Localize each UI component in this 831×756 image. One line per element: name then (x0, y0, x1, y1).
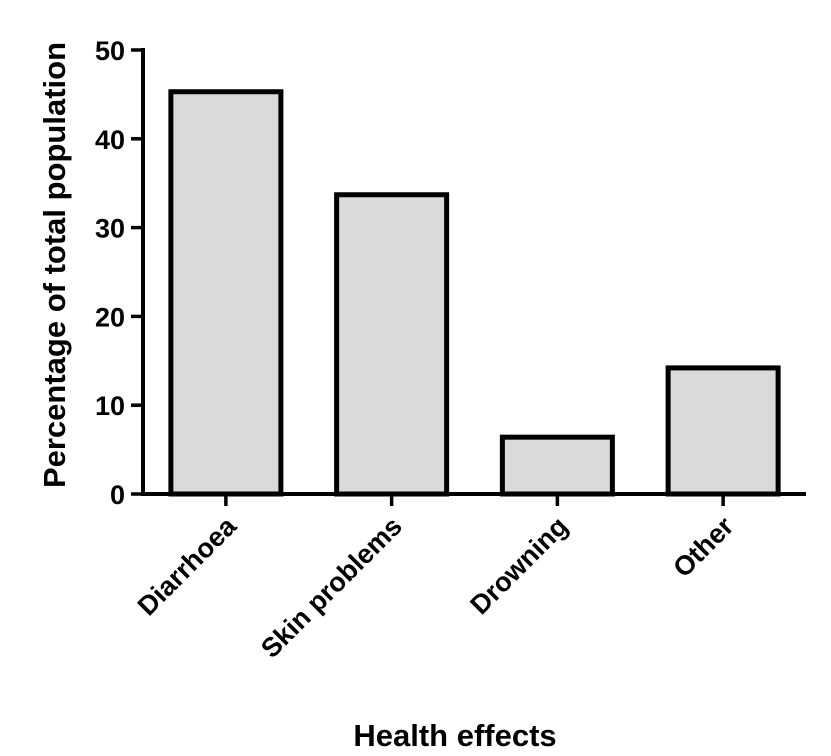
bar-diarrhoea (168, 89, 284, 497)
bar-drowning (499, 434, 615, 497)
y-tick-label: 0 (110, 480, 125, 510)
y-tick-label: 40 (95, 125, 125, 155)
axes-group (141, 48, 806, 496)
bar-other (665, 365, 781, 497)
y-tick-label: 10 (95, 391, 125, 421)
y-tick-label: 20 (95, 302, 125, 332)
x-tick-label: Other (667, 511, 739, 583)
x-tick-label: Diarrhoea (132, 510, 243, 621)
bar-skin-problems (334, 192, 450, 497)
x-ticks-group: Diarrhoea Skin problems Drowning Other (132, 494, 740, 664)
x-tick-label: Skin problems (255, 511, 408, 664)
bars-group (168, 89, 781, 497)
y-ticks-group: 0 10 20 30 40 50 (95, 36, 143, 510)
x-tick-label: Drowning (464, 511, 573, 620)
y-axis-title: Percentage of total population (37, 42, 72, 488)
x-axis-title: Health effects (353, 718, 556, 753)
y-tick-label: 30 (95, 214, 125, 244)
y-tick-label: 50 (95, 36, 125, 66)
